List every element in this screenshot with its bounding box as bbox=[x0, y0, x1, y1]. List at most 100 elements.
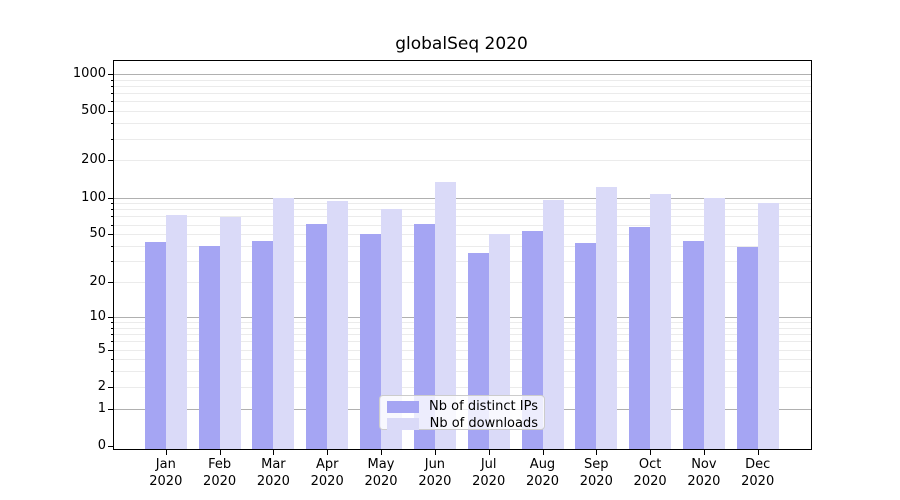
gridline-minor bbox=[114, 93, 811, 95]
y-minor-tick-mark bbox=[111, 101, 114, 103]
gridline-major bbox=[114, 73, 811, 75]
y-tick-mark bbox=[108, 111, 114, 113]
gridline-minor bbox=[114, 216, 811, 218]
bar-distinct-ips-may bbox=[360, 234, 381, 449]
y-tick-label: 20 bbox=[89, 274, 106, 289]
y-tick-label: 5 bbox=[97, 341, 106, 357]
x-tick-label-jun: Jun 2020 bbox=[403, 456, 467, 490]
y-minor-tick-mark bbox=[111, 203, 114, 205]
gridline-minor bbox=[114, 327, 811, 329]
x-label-month: May bbox=[367, 457, 395, 472]
y-tick-mark bbox=[108, 316, 114, 318]
x-label-year: 2020 bbox=[472, 474, 506, 489]
x-label-month: Dec bbox=[745, 457, 771, 472]
gridline-minor bbox=[114, 386, 811, 388]
y-tick-mark bbox=[108, 160, 114, 162]
y-tick-label: 1000 bbox=[72, 65, 106, 81]
x-tick-label-aug: Aug 2020 bbox=[511, 456, 575, 490]
y-tick-mark bbox=[108, 349, 114, 351]
bar-distinct-ips-aug bbox=[521, 231, 543, 449]
y-minor-tick-mark bbox=[111, 322, 114, 323]
x-label-month: Apr bbox=[315, 457, 339, 472]
x-tick-mark bbox=[219, 449, 221, 455]
bar-distinct-ips-jan bbox=[144, 242, 166, 449]
x-label-month: Jul bbox=[480, 457, 497, 472]
gridline-minor bbox=[114, 322, 811, 323]
gridline-minor bbox=[114, 160, 811, 162]
x-label-month: Nov bbox=[691, 457, 717, 472]
y-tick-label: 10 bbox=[89, 308, 106, 324]
bar-downloads-mar bbox=[273, 197, 295, 449]
y-tick-label: 100 bbox=[81, 189, 106, 205]
y-tick-mark bbox=[108, 234, 114, 236]
gridline-minor bbox=[114, 282, 811, 283]
x-tick-label-apr: Apr 2020 bbox=[295, 456, 359, 490]
x-label-year: 2020 bbox=[633, 474, 667, 489]
x-tick-mark bbox=[381, 449, 382, 455]
gridline-major bbox=[114, 197, 811, 199]
gridline-major bbox=[114, 316, 811, 318]
bar-downloads-may bbox=[381, 209, 402, 449]
x-tick-label-jul: Jul 2020 bbox=[457, 456, 521, 490]
y-tick-label: 50 bbox=[89, 226, 106, 242]
bar-distinct-ips-nov bbox=[682, 241, 704, 449]
x-tick-label-oct: Oct 2020 bbox=[618, 456, 682, 490]
legend-row-distinct-ips: Nb of distinct IPs bbox=[387, 400, 538, 414]
y-minor-tick-mark bbox=[111, 138, 114, 140]
bar-downloads-apr bbox=[327, 201, 349, 449]
y-minor-tick-mark bbox=[111, 216, 114, 218]
gridline-minor bbox=[114, 85, 811, 87]
plot-area: Nb of distinct IPs Nb of downloads 0 1 2 5 1… bbox=[73, 60, 812, 489]
gridline-minor bbox=[114, 246, 811, 247]
x-tick-mark bbox=[596, 449, 598, 455]
y-minor-tick-mark bbox=[111, 93, 114, 95]
bar-distinct-ips-dec bbox=[736, 247, 758, 449]
bar-downloads-sep bbox=[596, 186, 618, 449]
x-label-year: 2020 bbox=[418, 474, 452, 489]
y-tick-mark bbox=[108, 446, 114, 447]
x-tick-mark bbox=[434, 449, 436, 455]
bar-downloads-oct bbox=[650, 193, 672, 449]
bar-distinct-ips-apr bbox=[306, 223, 328, 449]
x-tick-mark bbox=[650, 449, 652, 455]
x-label-month: Oct bbox=[638, 457, 662, 472]
gridline-minor bbox=[114, 101, 811, 103]
legend: Nb of distinct IPs Nb of downloads bbox=[379, 395, 545, 431]
y-tick-label: 200 bbox=[81, 152, 106, 168]
y-minor-tick-mark bbox=[111, 123, 114, 125]
y-minor-tick-mark bbox=[111, 224, 114, 226]
x-tick-label-sep: Sep 2020 bbox=[564, 456, 628, 490]
gridline-minor bbox=[114, 111, 811, 113]
gridline-minor bbox=[114, 341, 811, 343]
legend-swatch-downloads bbox=[387, 418, 419, 430]
gridline-minor bbox=[114, 234, 811, 236]
x-label-month: Jan bbox=[155, 457, 176, 472]
gridline-minor bbox=[114, 79, 811, 81]
bar-downloads-dec bbox=[757, 203, 779, 449]
x-tick-label-mar: Mar 2020 bbox=[241, 456, 305, 490]
y-minor-tick-mark bbox=[111, 334, 114, 335]
bar-downloads-feb bbox=[219, 217, 241, 449]
bar-downloads-jun bbox=[434, 181, 456, 449]
x-tick-mark bbox=[327, 449, 329, 455]
x-tick-mark bbox=[757, 449, 759, 455]
x-label-year: 2020 bbox=[687, 474, 721, 489]
x-tick-label-may: May 2020 bbox=[349, 456, 413, 490]
y-minor-tick-mark bbox=[111, 261, 114, 263]
x-tick-mark bbox=[703, 449, 705, 455]
y-tick-label: 2 bbox=[97, 378, 106, 394]
x-label-year: 2020 bbox=[310, 474, 344, 489]
legend-row-downloads: Nb of downloads bbox=[387, 417, 538, 431]
x-label-year: 2020 bbox=[256, 474, 290, 489]
y-minor-tick-mark bbox=[111, 209, 114, 211]
gridline-minor bbox=[114, 123, 811, 125]
y-minor-tick-mark bbox=[111, 246, 114, 247]
bar-distinct-ips-sep bbox=[575, 243, 597, 449]
x-label-month: Aug bbox=[529, 457, 556, 472]
y-tick-mark bbox=[108, 386, 114, 388]
gridline-minor bbox=[114, 138, 811, 140]
y-tick-mark bbox=[108, 197, 114, 199]
legend-label-downloads: Nb of downloads bbox=[429, 416, 538, 431]
y-tick-mark bbox=[108, 282, 114, 283]
